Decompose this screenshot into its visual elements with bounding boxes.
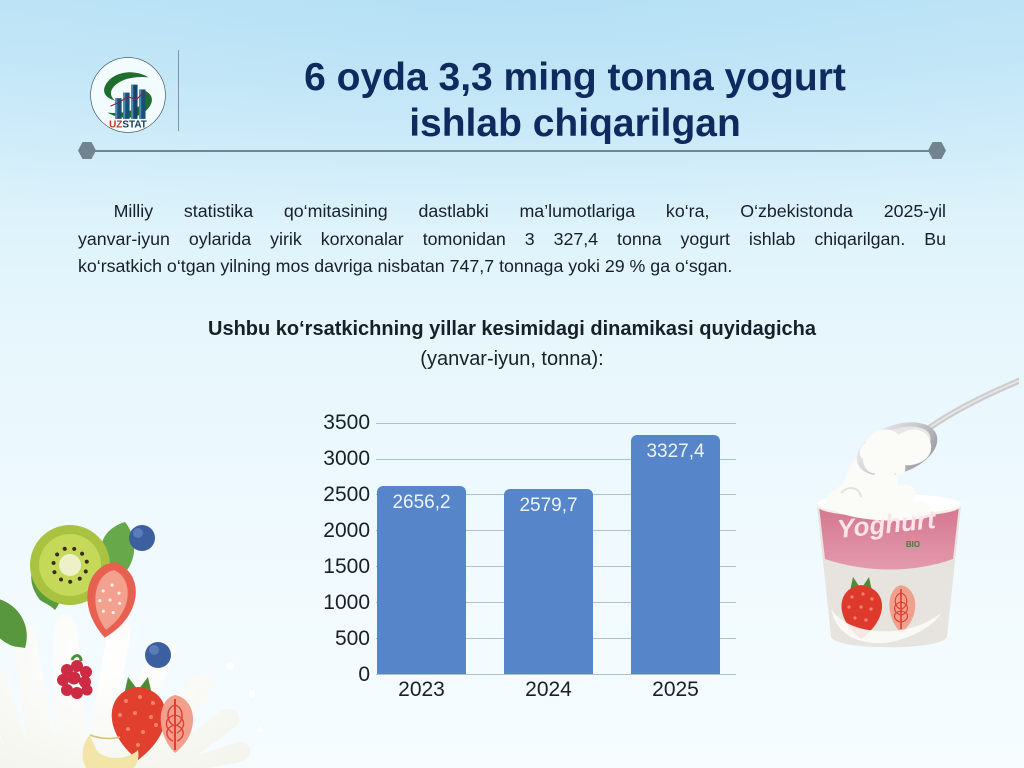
- svg-text:BIO: BIO: [906, 540, 920, 549]
